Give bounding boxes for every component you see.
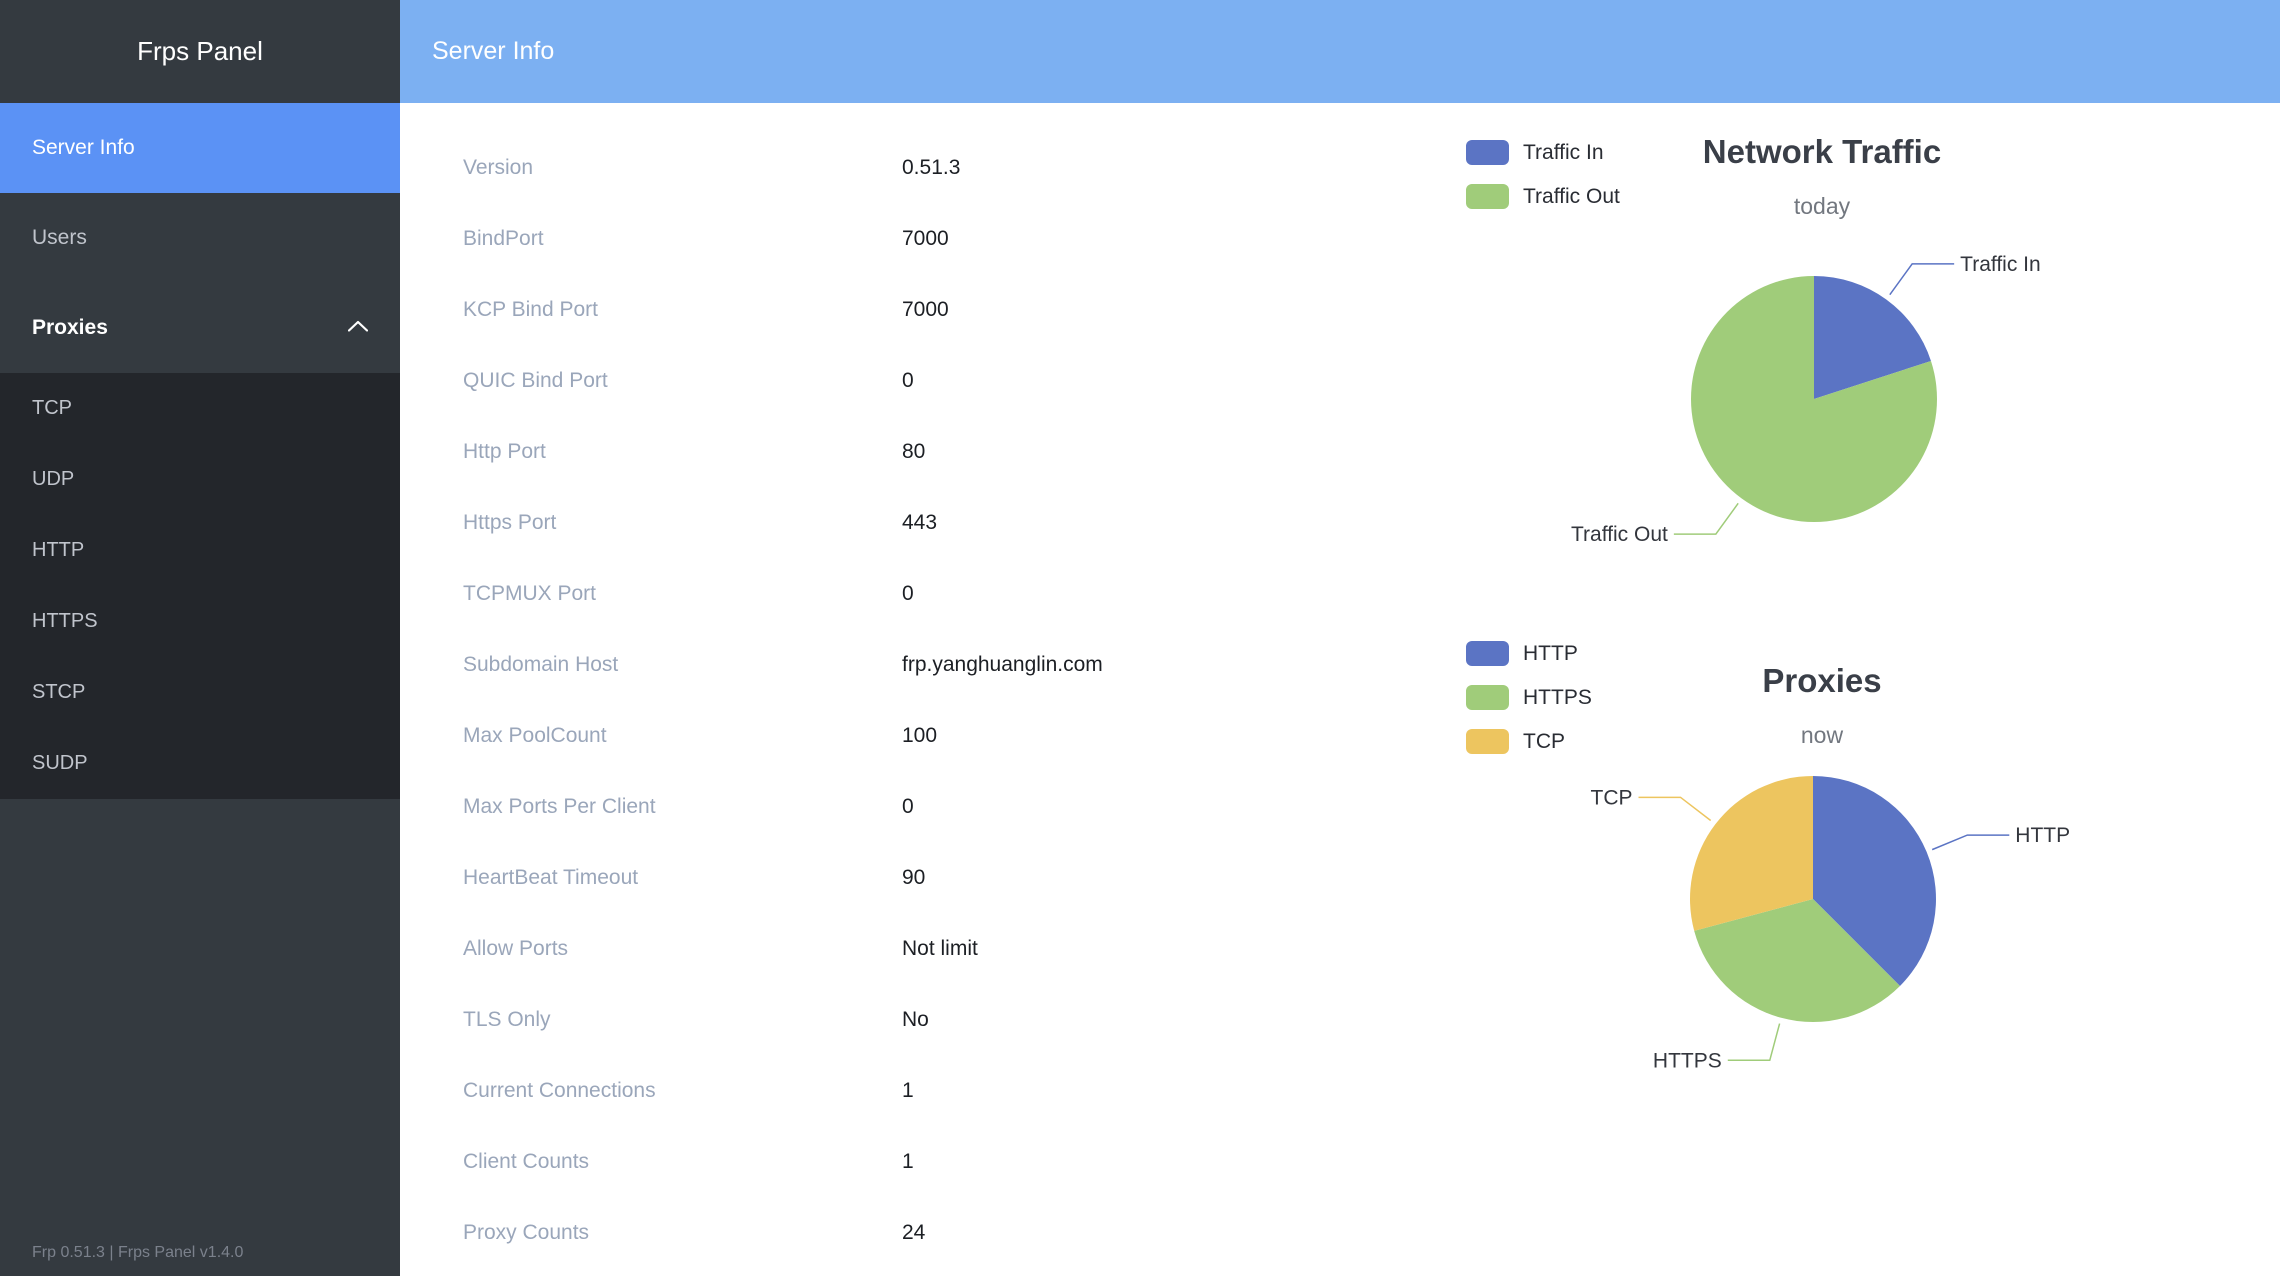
svg-text:TCP: TCP <box>1591 786 1633 809</box>
svg-text:HTTPS: HTTPS <box>1653 1049 1722 1072</box>
svg-text:Traffic In: Traffic In <box>1960 253 2041 276</box>
svg-text:HTTP: HTTP <box>2015 824 2070 847</box>
svg-text:Traffic Out: Traffic Out <box>1571 523 1668 546</box>
